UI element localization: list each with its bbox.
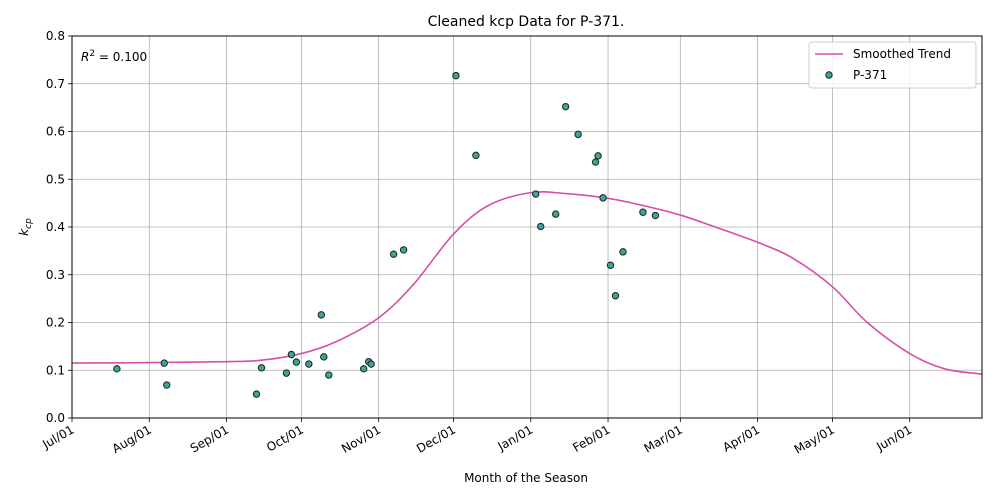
trend-line-layer	[71, 190, 983, 375]
y-tick-label: 0.4	[46, 220, 65, 234]
data-point	[320, 353, 328, 361]
y-tick-label: 0.6	[46, 125, 65, 139]
y-axis-title-subscript: cp	[24, 218, 34, 229]
data-point	[325, 371, 333, 379]
data-point	[359, 365, 368, 373]
x-axis-title: Month of the Season	[464, 471, 588, 485]
r-squared-symbol: R	[81, 50, 89, 64]
scatter-points-layer	[113, 71, 660, 398]
data-point	[651, 211, 660, 220]
data-point	[619, 248, 627, 256]
y-tick-label: 0.1	[46, 363, 65, 377]
data-point	[594, 152, 602, 160]
data-point	[257, 364, 266, 372]
legend-label-smoothed-trend: Smoothed Trend	[853, 47, 951, 61]
y-axis-title: kcp	[17, 218, 34, 236]
data-point	[611, 292, 620, 300]
data-point	[282, 369, 291, 377]
y-tick-label: 0.2	[46, 316, 65, 330]
r-squared-superscript: 2	[89, 49, 95, 59]
chart-title: Cleaned kcp Data for P-371.	[428, 14, 625, 30]
r-squared-annotation: R2 = 0.100	[81, 49, 147, 64]
y-tick-label: 0.7	[46, 77, 65, 91]
data-point	[537, 222, 545, 231]
data-point	[399, 246, 408, 254]
y-tick-label: 0.3	[46, 268, 65, 282]
legend-box	[808, 41, 977, 89]
data-point	[452, 71, 460, 80]
data-point	[292, 358, 301, 366]
data-point	[561, 102, 570, 111]
r-squared-value: = 0.100	[95, 50, 147, 64]
y-tick-label: 0.0	[46, 411, 65, 425]
legend-swatch-p-371	[825, 71, 833, 79]
data-point	[639, 208, 647, 216]
y-tick-label: 0.8	[46, 29, 65, 43]
data-point	[252, 390, 261, 398]
data-point	[367, 360, 375, 368]
data-point	[389, 250, 398, 258]
data-point	[163, 381, 171, 389]
data-point	[606, 261, 615, 269]
data-point	[599, 194, 607, 202]
data-point	[574, 130, 582, 139]
data-point	[287, 350, 296, 359]
data-point	[472, 151, 480, 160]
data-point	[532, 190, 540, 198]
y-tick-label: 0.5	[46, 172, 65, 186]
data-point	[113, 365, 121, 373]
data-point	[160, 359, 168, 367]
data-point	[305, 360, 313, 368]
legend: Smoothed Trend P-371	[808, 41, 977, 89]
legend-label-p-371: P-371	[853, 68, 887, 82]
data-point	[551, 210, 560, 218]
y-axis-title-main: k	[17, 228, 31, 236]
smoothed-trend-line	[71, 190, 983, 375]
data-point	[317, 311, 326, 319]
data-point	[591, 158, 600, 166]
y-axis-ticks: 0.0 0.1 0.2 0.3 0.4 0.5 0.6 0.7 0.8	[46, 29, 72, 425]
